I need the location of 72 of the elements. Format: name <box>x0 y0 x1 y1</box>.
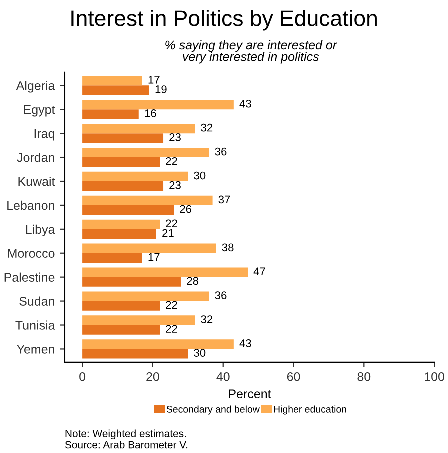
data-label: 47 <box>254 268 266 276</box>
data-label: 36 <box>215 292 227 300</box>
y-tick-label: Palestine <box>4 272 55 282</box>
data-label: 16 <box>145 110 156 118</box>
data-label: 22 <box>166 157 178 166</box>
x-tick-label: 40 <box>216 372 230 382</box>
data-label: 22 <box>166 301 178 309</box>
data-label: 28 <box>187 277 199 286</box>
bar <box>82 301 160 311</box>
bar <box>82 268 248 278</box>
x-axis-title: Percent <box>229 390 272 399</box>
data-label: 32 <box>201 124 213 132</box>
data-label: 43 <box>240 100 252 108</box>
bar <box>82 340 234 350</box>
bar <box>82 124 196 134</box>
bar <box>82 134 164 144</box>
chart-subtitle: % saying they are interested or very interested in politics <box>166 40 338 64</box>
bar <box>82 244 216 254</box>
data-label: 32 <box>201 316 213 324</box>
bar <box>82 148 210 158</box>
bar <box>82 316 196 326</box>
bar <box>82 205 174 216</box>
data-label: 30 <box>194 172 206 180</box>
bar <box>82 196 213 206</box>
data-label: 17 <box>148 253 160 262</box>
y-tick-label: Libya <box>26 224 56 237</box>
text: Note: Weighted estimates. Source: Arab Barometer V. <box>65 430 188 449</box>
y-tick-label: Algeria <box>16 81 56 93</box>
bar <box>82 76 142 86</box>
bar <box>82 220 160 230</box>
x-tick-label: 0 <box>80 372 86 382</box>
x-tick-label: 60 <box>287 372 300 382</box>
data-label: 30 <box>194 349 206 357</box>
data-label: 36 <box>215 148 227 156</box>
x-tick-label: 100 <box>425 372 444 382</box>
data-label: 23 <box>170 181 181 190</box>
data-label: 37 <box>218 196 230 204</box>
data-label: 21 <box>162 229 174 238</box>
legend-label: Higher education <box>274 406 346 415</box>
data-label: 22 <box>166 325 178 333</box>
legend-label: Secondary and below <box>166 406 260 415</box>
bar <box>82 182 164 192</box>
data-label: 43 <box>240 340 252 348</box>
bar <box>82 100 234 110</box>
y-tick-label: Tunisia <box>16 320 56 330</box>
chart-title: Interest in Politics by Education <box>72 10 377 31</box>
bar <box>82 158 160 168</box>
bar <box>82 86 150 96</box>
data-label: 22 <box>166 220 178 228</box>
y-tick-label: Sudan <box>20 296 54 306</box>
y-tick-label: Jordan <box>17 153 54 162</box>
y-tick-label: Egypt <box>24 106 56 117</box>
y-tick-label: Iraq <box>34 130 54 141</box>
x-tick-label: 80 <box>358 372 371 382</box>
bar <box>82 349 188 359</box>
data-label: 38 <box>222 244 234 252</box>
bar <box>82 253 142 263</box>
bar <box>82 229 156 240</box>
y-tick-label: Yemen <box>17 345 54 354</box>
data-label: 23 <box>170 133 181 142</box>
bar <box>82 277 182 287</box>
bar <box>82 325 160 335</box>
bar <box>82 292 210 302</box>
x-tick-label: 20 <box>146 372 160 382</box>
data-label: 26 <box>180 205 192 214</box>
data-label: 19 <box>156 86 167 94</box>
bar <box>82 110 139 120</box>
y-tick-label: Lebanon <box>8 200 54 210</box>
y-tick-label: Kuwait <box>18 176 56 186</box>
y-tick-label: Morocco <box>8 249 55 258</box>
data-label: 17 <box>148 76 160 84</box>
bar <box>82 172 188 182</box>
